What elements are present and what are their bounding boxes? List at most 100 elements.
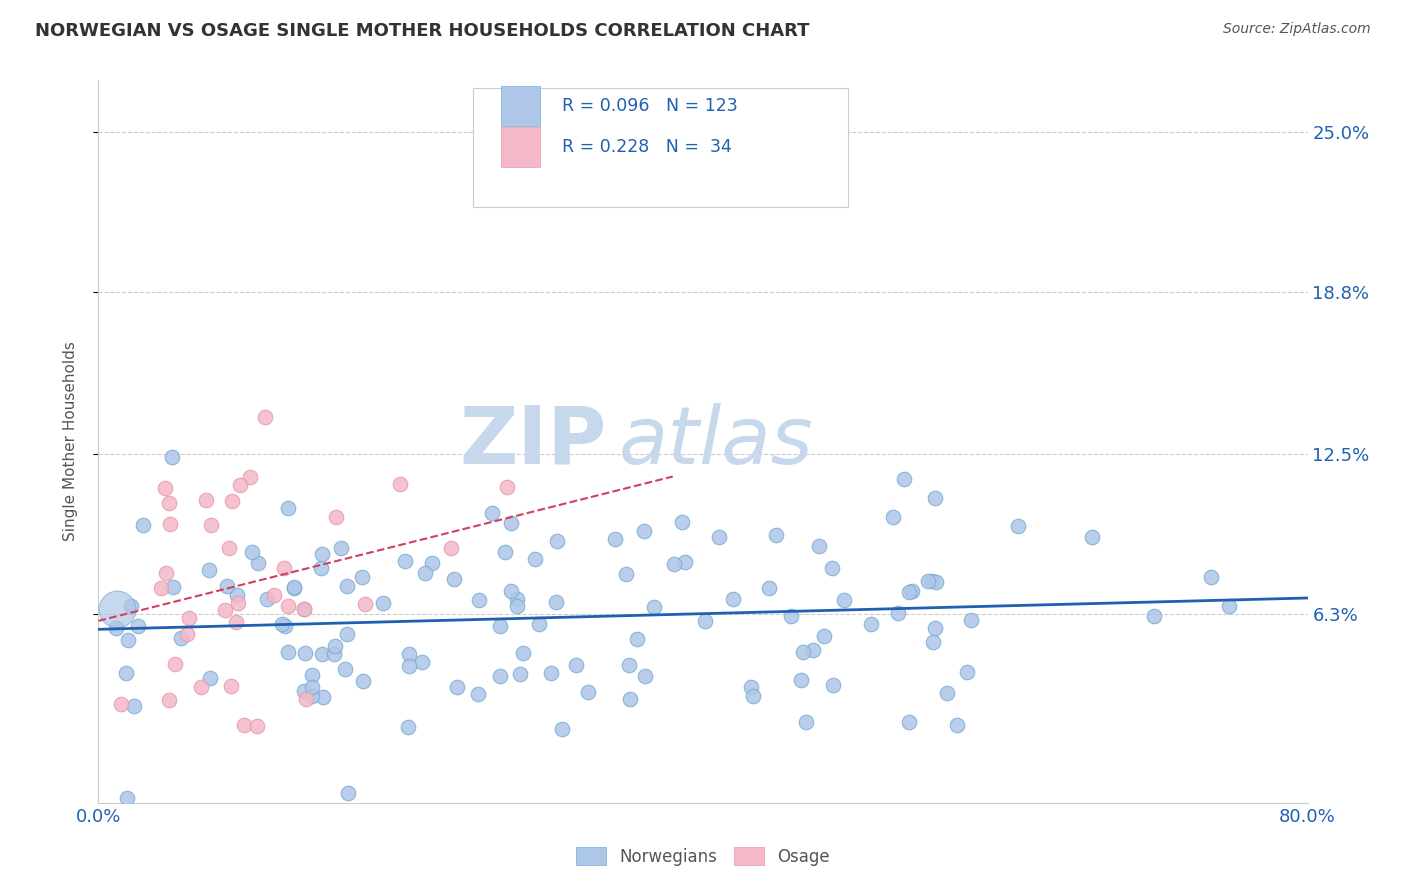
Point [198,671,221,685]
Point [325,510,347,524]
Point [662,558,685,572]
Point [467,687,489,701]
Point [523,552,546,566]
Point [353,597,375,611]
Point [898,584,921,599]
Point [225,615,247,629]
Text: atlas: atlas [619,402,813,481]
Point [301,689,323,703]
Point [1218,599,1240,613]
Point [117,790,139,805]
Point [693,614,716,628]
Point [322,647,344,661]
Point [325,639,347,653]
Point [157,496,180,510]
Point [565,658,588,673]
Point [807,539,830,553]
Point [925,574,948,589]
Point [917,574,939,588]
Point [295,692,318,706]
Point [901,584,924,599]
Point [823,678,845,692]
Point [398,647,420,661]
Point [330,541,353,556]
Point [132,518,155,533]
Point [626,632,648,646]
Legend: Norwegians, Osage: Norwegians, Osage [568,839,838,874]
Text: ZIP: ZIP [458,402,606,481]
Point [643,599,665,614]
Point [398,658,420,673]
Point [371,596,394,610]
Point [122,698,145,713]
Point [176,627,198,641]
Point [605,532,627,546]
Point [105,602,128,616]
Point [301,680,323,694]
Point [924,491,946,505]
Point [232,717,254,731]
Point [165,657,187,672]
Point [198,563,221,577]
Point [226,588,249,602]
Point [709,530,731,544]
Point [509,666,531,681]
Point [246,719,269,733]
Y-axis label: Single Mother Households: Single Mother Households [63,342,77,541]
Point [219,680,242,694]
Point [489,669,512,683]
Point [959,613,981,627]
Point [162,580,184,594]
Point [496,480,519,494]
Point [546,594,568,608]
Point [420,556,443,570]
Point [247,556,270,570]
Point [671,515,693,529]
Point [110,697,132,711]
Point [936,686,959,700]
Point [105,621,128,635]
Point [443,573,465,587]
Point [721,592,744,607]
Bar [501,128,540,167]
Point [956,665,979,679]
Point [505,599,527,613]
Point [352,673,374,688]
Point [550,722,572,736]
Point [765,528,787,542]
Point [214,603,236,617]
Bar [501,86,540,126]
Point [155,566,177,580]
Point [742,689,765,703]
Point [411,656,433,670]
Point [218,541,240,555]
Point [389,477,412,491]
Point [481,506,503,520]
Text: Source: ZipAtlas.com: Source: ZipAtlas.com [1223,22,1371,37]
Point [1143,609,1166,624]
Point [1199,570,1222,584]
Point [813,629,835,643]
Point [440,541,463,555]
Point [394,554,416,568]
Point [312,690,335,704]
Point [634,669,657,683]
Point [277,599,299,613]
Point [505,591,527,606]
Point [277,500,299,515]
Point [396,720,419,734]
Point [277,645,299,659]
Point [336,786,359,800]
Point [921,574,943,588]
Point [792,645,814,659]
Point [117,633,139,648]
Point [217,579,239,593]
Point [153,481,176,495]
Point [221,493,243,508]
Point [897,714,920,729]
Point [292,683,315,698]
Point [489,619,512,633]
Point [350,570,373,584]
Point [336,627,359,641]
Point [292,602,315,616]
